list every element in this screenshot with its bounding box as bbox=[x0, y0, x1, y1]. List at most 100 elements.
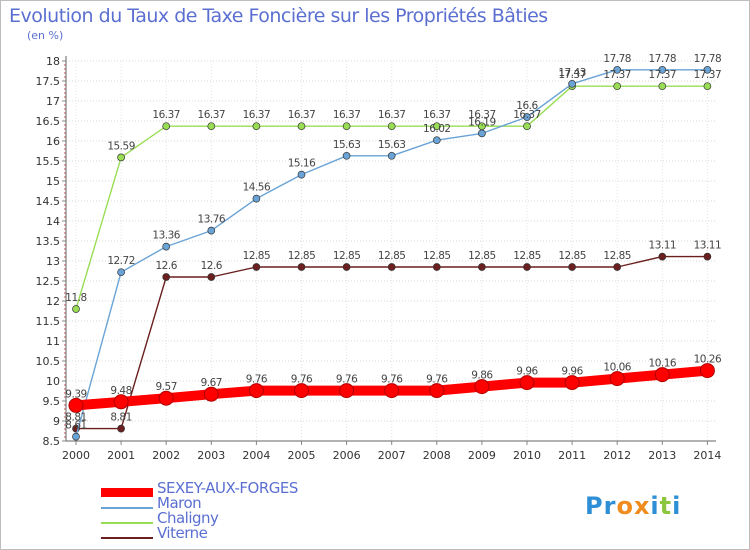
data-point-marker bbox=[297, 263, 306, 271]
x-tick-label: 2012 bbox=[603, 449, 631, 462]
data-label: 9.76 bbox=[336, 374, 358, 386]
data-label: 17.37 bbox=[558, 69, 586, 81]
data-point-marker bbox=[117, 424, 125, 433]
x-tick-label: 2010 bbox=[513, 449, 541, 462]
data-label: 15.16 bbox=[288, 158, 316, 170]
data-point-marker bbox=[429, 383, 445, 399]
data-label: 9.76 bbox=[426, 374, 448, 386]
data-point-marker bbox=[613, 263, 622, 271]
data-point-marker bbox=[158, 390, 174, 406]
data-point-marker bbox=[387, 122, 396, 131]
data-label: 12.85 bbox=[288, 250, 316, 262]
logo-letter: r bbox=[603, 492, 617, 520]
data-label: 9.86 bbox=[471, 370, 493, 382]
data-point-marker bbox=[703, 252, 712, 261]
data-label: 14.56 bbox=[243, 182, 271, 194]
data-label: 16.37 bbox=[152, 109, 180, 121]
legend-swatch bbox=[101, 488, 153, 497]
data-label: 11.8 bbox=[65, 292, 86, 304]
data-label: 9.48 bbox=[110, 385, 131, 397]
y-tick-label: 17 bbox=[46, 95, 60, 108]
data-label: 9.76 bbox=[291, 374, 313, 386]
data-point-marker bbox=[613, 65, 622, 74]
logo-letter: t bbox=[659, 492, 673, 520]
data-point-marker bbox=[478, 263, 486, 271]
data-label: 9.76 bbox=[381, 374, 403, 386]
data-point-marker bbox=[252, 263, 261, 271]
data-point-marker bbox=[342, 263, 351, 271]
x-tick-label: 2008 bbox=[423, 449, 451, 462]
data-point-marker bbox=[609, 371, 625, 387]
data-label: 15.59 bbox=[107, 140, 135, 152]
data-label: 17.37 bbox=[649, 69, 677, 81]
logo-letter: o bbox=[616, 492, 634, 520]
data-point-marker bbox=[297, 122, 306, 131]
data-point-marker bbox=[248, 383, 264, 399]
y-tick-label: 16.5 bbox=[36, 115, 61, 128]
data-label: 9.76 bbox=[246, 374, 268, 386]
data-label: 12.85 bbox=[243, 250, 271, 262]
data-label: 16.37 bbox=[288, 109, 316, 121]
data-point-marker bbox=[342, 122, 351, 131]
data-label: 16.37 bbox=[513, 109, 541, 121]
data-label: 12.6 bbox=[201, 260, 223, 272]
data-label: 10.26 bbox=[694, 354, 722, 366]
data-label: 16.37 bbox=[378, 109, 406, 121]
data-label: 12.85 bbox=[333, 250, 361, 262]
data-label: 16.37 bbox=[333, 109, 361, 121]
data-point-marker bbox=[207, 273, 216, 281]
data-point-marker bbox=[658, 252, 667, 261]
data-label: 16.37 bbox=[423, 109, 451, 121]
y-tick-label: 14.5 bbox=[36, 195, 61, 208]
data-point-marker bbox=[523, 263, 531, 271]
y-tick-label: 16 bbox=[46, 135, 60, 148]
data-label: 16.37 bbox=[243, 109, 271, 121]
data-point-marker bbox=[523, 113, 531, 121]
data-point-marker bbox=[432, 122, 441, 131]
data-label: 13.11 bbox=[649, 240, 677, 252]
data-point-marker bbox=[68, 397, 84, 413]
data-point-marker bbox=[339, 383, 355, 399]
data-point-marker bbox=[387, 151, 396, 160]
data-point-marker bbox=[203, 386, 219, 402]
y-tick-label: 13 bbox=[46, 255, 60, 268]
data-label: 9.96 bbox=[516, 366, 538, 378]
data-label: 17.78 bbox=[649, 53, 677, 65]
y-tick-label: 15.5 bbox=[36, 155, 61, 168]
data-label: 12.72 bbox=[107, 255, 135, 267]
data-label: 8.81 bbox=[65, 412, 86, 424]
data-label: 17.43 bbox=[558, 67, 586, 79]
logo-letter: i bbox=[672, 492, 682, 520]
data-point-marker bbox=[658, 82, 667, 91]
data-point-marker bbox=[162, 122, 171, 131]
x-tick-label: 2006 bbox=[333, 449, 361, 462]
x-tick-label: 2013 bbox=[648, 449, 676, 462]
data-point-marker bbox=[519, 375, 535, 391]
data-point-marker bbox=[699, 363, 715, 379]
data-label: 10.06 bbox=[603, 362, 631, 374]
y-tick-label: 11.5 bbox=[36, 315, 61, 328]
data-label: 8.81 bbox=[110, 412, 131, 424]
data-label: 12.85 bbox=[468, 250, 496, 262]
legend-label: SEXEY-AUX-FORGES bbox=[157, 479, 298, 497]
y-tick-label: 9.5 bbox=[43, 395, 61, 408]
chart-title: Evolution du Taux de Taxe Foncière sur l… bbox=[9, 5, 548, 27]
y-tick-label: 18 bbox=[46, 55, 60, 68]
data-label: 12.85 bbox=[513, 250, 541, 262]
data-point-marker bbox=[654, 367, 670, 383]
y-tick-label: 11 bbox=[46, 335, 60, 348]
data-point-marker bbox=[432, 136, 441, 145]
data-label: 12.85 bbox=[423, 250, 451, 262]
data-point-marker bbox=[658, 65, 667, 74]
x-tick-label: 2000 bbox=[62, 449, 90, 462]
data-label: 13.76 bbox=[198, 214, 226, 226]
data-point-marker bbox=[294, 383, 309, 399]
data-label: 9.39 bbox=[65, 388, 86, 400]
data-point-marker bbox=[117, 268, 125, 277]
logo-letter: P bbox=[585, 492, 604, 520]
data-point-marker bbox=[72, 305, 80, 313]
data-label: 15.63 bbox=[333, 139, 361, 151]
y-tick-label: 10.5 bbox=[36, 355, 61, 368]
y-tick-label: 12.5 bbox=[36, 275, 61, 288]
